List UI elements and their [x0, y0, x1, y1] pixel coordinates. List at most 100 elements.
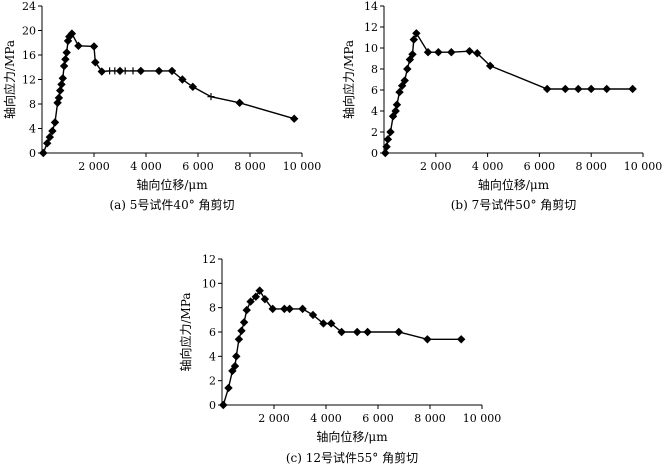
- y-tick-label: 8: [29, 98, 36, 111]
- data-point: [121, 67, 129, 75]
- data-point: [251, 292, 260, 301]
- x-tick-label: 4 000: [310, 412, 342, 425]
- y-tick-label: 20: [22, 25, 36, 38]
- x-tick-label: 2 000: [258, 412, 290, 425]
- data-point: [473, 49, 482, 58]
- y-axis-label: 轴向应力/MPa: [341, 40, 356, 119]
- chart-a: 0 4 8 12 16 20 24 2 000 4 000 6 000 8 000 10 000 轴向位…: [2, 0, 321, 212]
- data-point: [39, 148, 48, 158]
- data-point: [268, 304, 277, 314]
- data-point: [219, 400, 228, 410]
- data-point: [188, 82, 197, 92]
- data-point: [167, 66, 177, 76]
- data-point: [242, 305, 251, 315]
- data-point: [308, 310, 318, 320]
- data-point: [74, 41, 83, 51]
- data-point: [485, 61, 495, 71]
- data-point: [246, 297, 255, 306]
- data-point: [363, 327, 372, 337]
- data-point: [457, 335, 466, 344]
- data-point: [54, 93, 64, 103]
- x-tick-label: 4 000: [472, 160, 504, 173]
- chart-c: 0 2 4 6 8 10 12 2 000 4 000 6 000 8 000 10 000 轴向位移/…: [178, 253, 501, 465]
- data-point: [53, 98, 62, 107]
- data-point: [395, 87, 404, 97]
- x-tick-label: 10 000: [283, 160, 322, 173]
- data-point: [48, 126, 57, 136]
- chart-caption: (a) 5号试件40° 角剪切: [109, 197, 234, 212]
- data-point: [43, 139, 52, 148]
- data-point: [154, 66, 164, 76]
- data-point: [237, 326, 246, 335]
- data-point: [59, 61, 69, 71]
- y-tick-label: 8: [371, 63, 378, 76]
- data-point: [89, 42, 99, 51]
- data-point: [97, 67, 106, 76]
- data-point: [434, 48, 443, 57]
- data-point: [409, 35, 418, 44]
- chart-caption: (c) 12号试件55° 角剪切: [286, 450, 418, 465]
- series-line: [42, 32, 295, 154]
- y-tick-label: 6: [371, 84, 378, 97]
- data-point: [408, 50, 417, 59]
- data-point: [381, 148, 390, 158]
- x-tick-label: 4 000: [130, 160, 162, 173]
- data-point: [327, 319, 336, 328]
- data-point: [353, 327, 362, 337]
- data-point: [230, 361, 240, 371]
- data-point: [239, 318, 249, 327]
- series-line: [384, 31, 633, 154]
- data-point: [298, 304, 307, 314]
- y-tick-label: 12: [202, 253, 216, 266]
- x-tick-label: 8 000: [414, 412, 446, 425]
- x-axis-label: 轴向位移/μm: [478, 177, 550, 192]
- data-point: [386, 127, 395, 137]
- data-point: [628, 84, 637, 94]
- y-tick-label: 24: [22, 0, 36, 13]
- x-tick-label: 6 000: [182, 160, 214, 173]
- data-point: [255, 286, 264, 295]
- data-point: [382, 142, 391, 151]
- x-tick-label: 8 000: [575, 160, 607, 173]
- data-point: [111, 67, 119, 75]
- data-point: [67, 29, 77, 38]
- x-tick-label: 2 000: [420, 160, 452, 173]
- x-tick-label: 6 000: [524, 160, 556, 173]
- data-point: [234, 335, 244, 344]
- y-tick-label: 4: [209, 350, 216, 363]
- data-point: [587, 84, 596, 94]
- y-tick-label: 0: [209, 399, 216, 412]
- data-point: [465, 46, 474, 56]
- data-point: [394, 327, 403, 337]
- x-axis-label: 轴向位移/μm: [136, 177, 208, 192]
- data-point: [178, 75, 187, 84]
- y-tick-label: 4: [371, 105, 378, 118]
- chart-b: 0 2 4 6 8 10 12 14 2 000 4 000 6 000 8 000 10 000 轴向位…: [341, 0, 662, 212]
- y-tick-label: 0: [371, 147, 378, 160]
- data-point: [574, 84, 583, 94]
- data-point: [45, 132, 54, 142]
- data-point: [337, 327, 346, 337]
- y-tick-label: 6: [209, 326, 216, 339]
- y-tick-label: 10: [202, 277, 216, 290]
- y-axis-label: 轴向应力/MPa: [2, 40, 17, 119]
- x-axis-label: 轴向位移/μm: [316, 429, 388, 444]
- data-point: [91, 58, 100, 67]
- data-point: [412, 29, 421, 38]
- data-point: [290, 114, 299, 123]
- data-point: [423, 48, 433, 57]
- data-point: [542, 84, 552, 94]
- data-point: [260, 294, 270, 304]
- data-point: [207, 93, 215, 101]
- data-point: [392, 100, 402, 109]
- chart-caption: (b) 7号试件50° 角剪切: [451, 197, 577, 212]
- data-point: [129, 67, 137, 75]
- data-point: [57, 80, 66, 89]
- y-tick-label: 12: [364, 21, 378, 34]
- data-point: [56, 86, 65, 95]
- data-point: [602, 84, 611, 94]
- data-point: [136, 66, 145, 76]
- x-tick-label: 8 000: [234, 160, 266, 173]
- y-tick-label: 14: [364, 0, 378, 13]
